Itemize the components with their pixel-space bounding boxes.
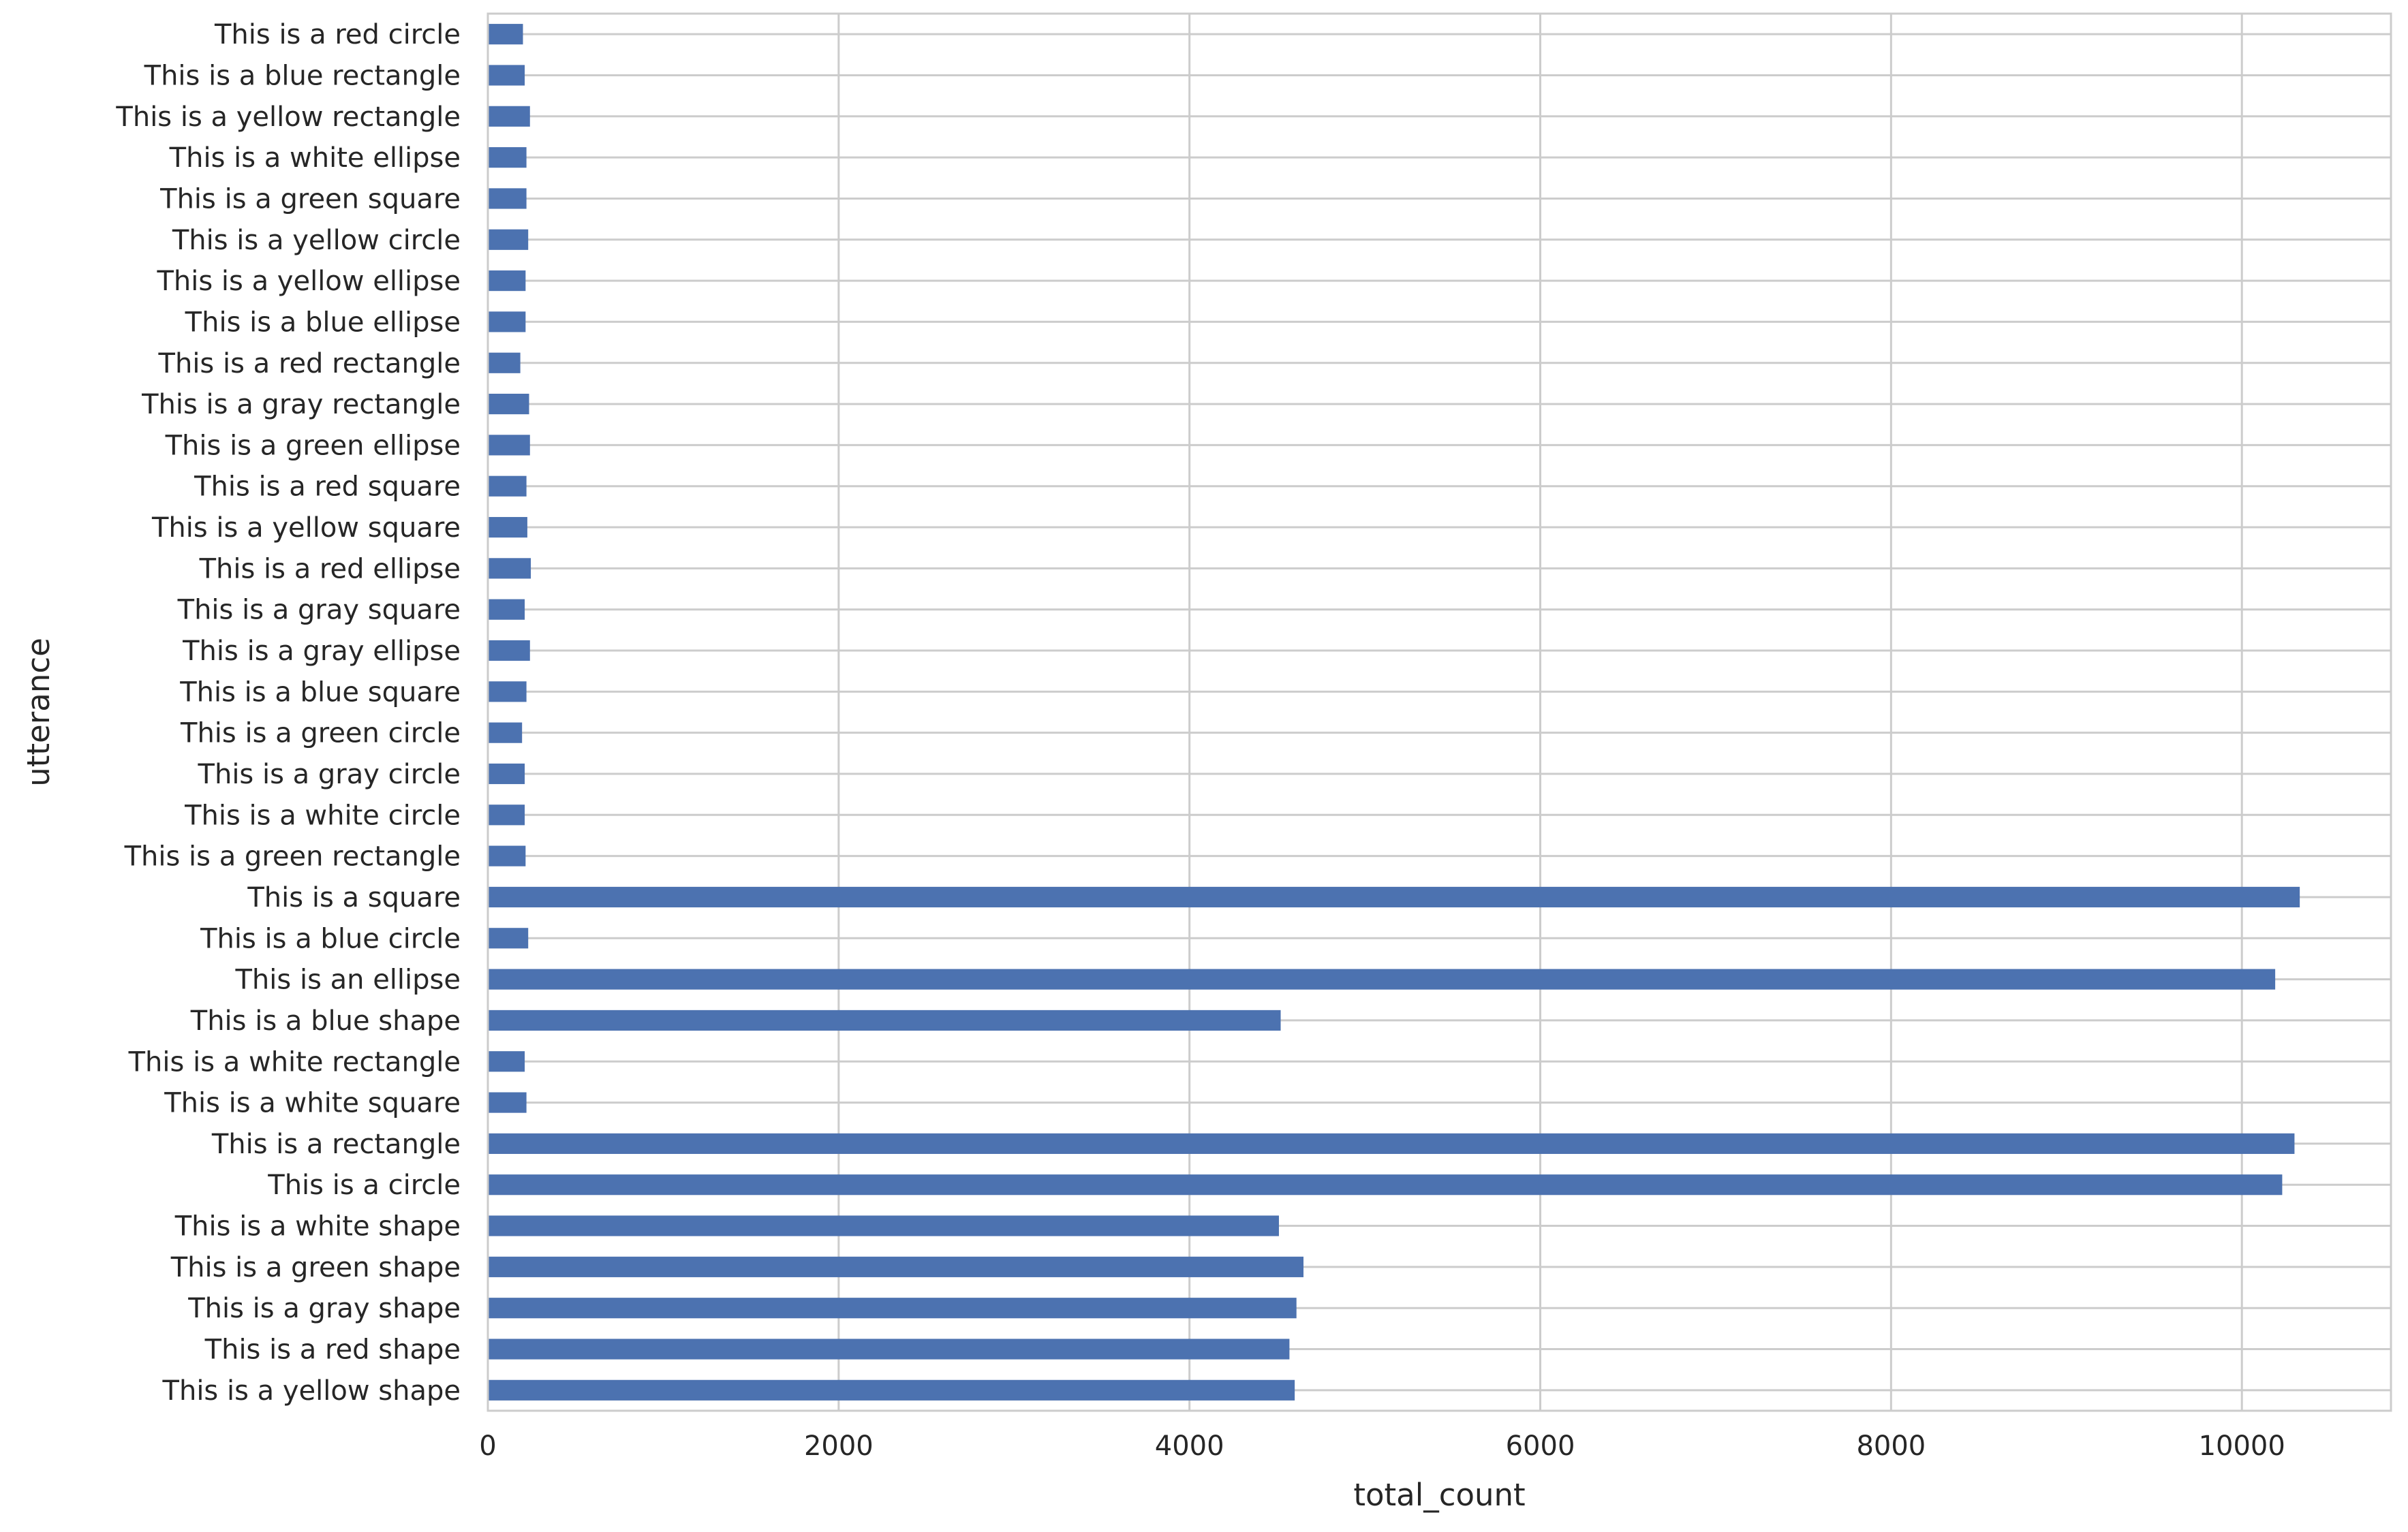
x-tick-label: 10000	[2199, 1431, 2285, 1462]
category-label: This is a yellow square	[151, 512, 461, 544]
category-label: This is a white shape	[174, 1211, 461, 1242]
x-axis-title: total_count	[1353, 1477, 1525, 1513]
bar	[488, 558, 531, 579]
plot-frame	[487, 12, 2392, 1412]
category-label: This is a green square	[159, 183, 461, 215]
category-label: This is a gray square	[177, 595, 461, 626]
bar	[488, 1174, 2283, 1195]
bar	[488, 393, 529, 415]
bar	[488, 1339, 1290, 1360]
category-label: This is a circle	[267, 1170, 461, 1201]
x-tick-label: 6000	[1506, 1431, 1575, 1462]
category-label: This is a gray shape	[187, 1293, 461, 1324]
y-axis-title: utterance	[20, 638, 57, 787]
category-label: This is a blue square	[179, 676, 461, 708]
bar	[488, 1256, 1303, 1277]
category-label: This is a white rectangle	[128, 1046, 461, 1078]
bar	[488, 845, 526, 866]
category-label: This is a red circle	[214, 19, 461, 50]
bar	[488, 435, 530, 456]
category-label: This is a red square	[194, 471, 461, 503]
bar	[488, 1298, 1297, 1319]
bar	[488, 516, 527, 538]
category-label: This is a green rectangle	[124, 841, 461, 873]
bar	[488, 886, 2300, 908]
category-label: This is a white circle	[184, 800, 461, 831]
category-label: This is a yellow rectangle	[115, 101, 461, 133]
bar	[488, 1092, 527, 1113]
category-label: This is a gray circle	[198, 759, 461, 790]
category-label: This is a white ellipse	[169, 142, 461, 174]
category-label: This is a yellow shape	[162, 1375, 461, 1407]
category-label: This is a green circle	[180, 718, 461, 749]
bar	[488, 147, 527, 168]
bar	[488, 352, 521, 373]
category-label: This is a blue rectangle	[144, 60, 461, 91]
bar	[488, 475, 527, 497]
bar	[488, 229, 529, 250]
bar	[488, 969, 2276, 990]
bar	[488, 188, 527, 209]
bar	[488, 106, 530, 127]
bar	[488, 1010, 1281, 1031]
bar-layer	[488, 24, 2300, 1401]
bar	[488, 763, 525, 785]
category-label: This is a yellow circle	[172, 225, 461, 256]
bar	[488, 681, 527, 702]
bar	[488, 24, 523, 45]
category-label: This is a gray ellipse	[182, 636, 461, 667]
category-label: This is a gray rectangle	[141, 389, 461, 420]
category-label: This is a yellow ellipse	[156, 266, 461, 297]
bar	[488, 640, 530, 661]
category-label: This is a blue circle	[200, 923, 461, 954]
bar	[488, 599, 525, 620]
category-label: This is a red shape	[204, 1334, 461, 1366]
bar	[488, 928, 529, 949]
category-label: This is a square	[247, 882, 461, 913]
x-tick-label: 0	[479, 1431, 496, 1462]
bar	[488, 722, 523, 743]
category-label: This is a green shape	[170, 1252, 461, 1283]
category-label: This is a red rectangle	[158, 348, 461, 379]
category-label: This is a white square	[164, 1088, 461, 1119]
x-tick-label: 2000	[804, 1431, 874, 1462]
category-label: This is a red ellipse	[199, 553, 461, 584]
category-label: This is a blue shape	[190, 1005, 461, 1037]
bar	[488, 311, 526, 332]
bar	[488, 1051, 525, 1072]
bar	[488, 270, 526, 292]
bar	[488, 804, 525, 826]
x-tick-label: 4000	[1155, 1431, 1224, 1462]
bar	[488, 1215, 1279, 1236]
plot-border	[487, 12, 2392, 1412]
y-category-labels: This is a red circle This is a blue recta…	[115, 19, 461, 1407]
bar	[488, 65, 525, 86]
category-label: This is a rectangle	[211, 1129, 461, 1160]
category-label: This is a blue ellipse	[185, 307, 461, 338]
category-label: This is an ellipse	[235, 965, 461, 996]
bar	[488, 1133, 2295, 1154]
x-tick-label: 8000	[1856, 1431, 1926, 1462]
x-tick-labels: 0 2000 4000 6000 8000 10000	[479, 1431, 2285, 1462]
category-label: This is a green ellipse	[165, 430, 461, 461]
bar	[488, 1379, 1295, 1401]
